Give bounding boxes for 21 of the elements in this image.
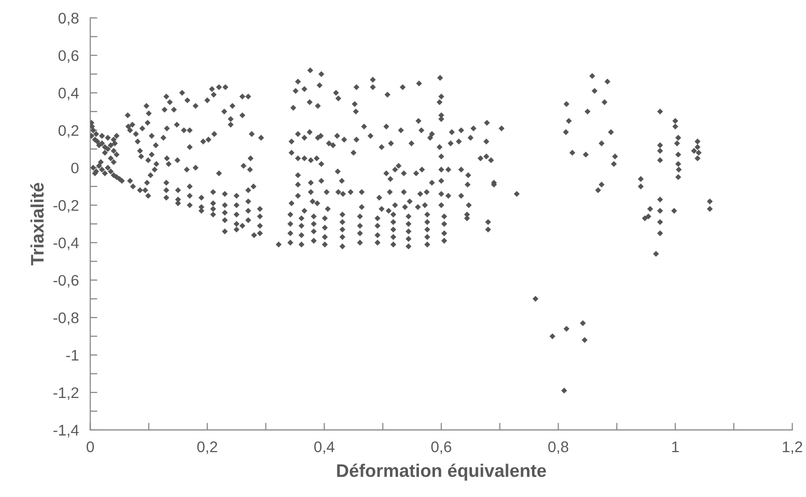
y-axis-title: Triaxialité (30, 182, 44, 266)
y-tick-label: 0,2 (58, 125, 78, 138)
x-tick-label: 0 (86, 441, 94, 452)
y-tick-label: 0 (71, 162, 79, 174)
y-tick-label: 0,8 (58, 12, 78, 26)
y-tick-label: -0,4 (54, 237, 79, 250)
x-axis-title: Déformation équivalente (337, 464, 546, 481)
y-tick-label: 0,4 (58, 88, 79, 100)
y-tick-label: -0,2 (54, 200, 78, 213)
y-tick-label: -0,6 (54, 274, 78, 288)
y-tick-label: -1,4 (54, 424, 79, 438)
y-tick-label: 0,6 (58, 50, 78, 63)
x-tick-label: 0,2 (197, 441, 218, 454)
x-tick-label: 0,4 (314, 441, 334, 454)
x-tick-label: 1,2 (782, 441, 802, 454)
y-tick-label: -0,8 (54, 312, 78, 326)
x-tick-label: 0,8 (548, 441, 568, 454)
x-tick-label: 0,6 (431, 441, 452, 454)
y-tick-label: -1 (66, 350, 78, 361)
y-tick-label: -1,2 (54, 387, 78, 400)
x-tick-label: 1 (672, 442, 679, 452)
